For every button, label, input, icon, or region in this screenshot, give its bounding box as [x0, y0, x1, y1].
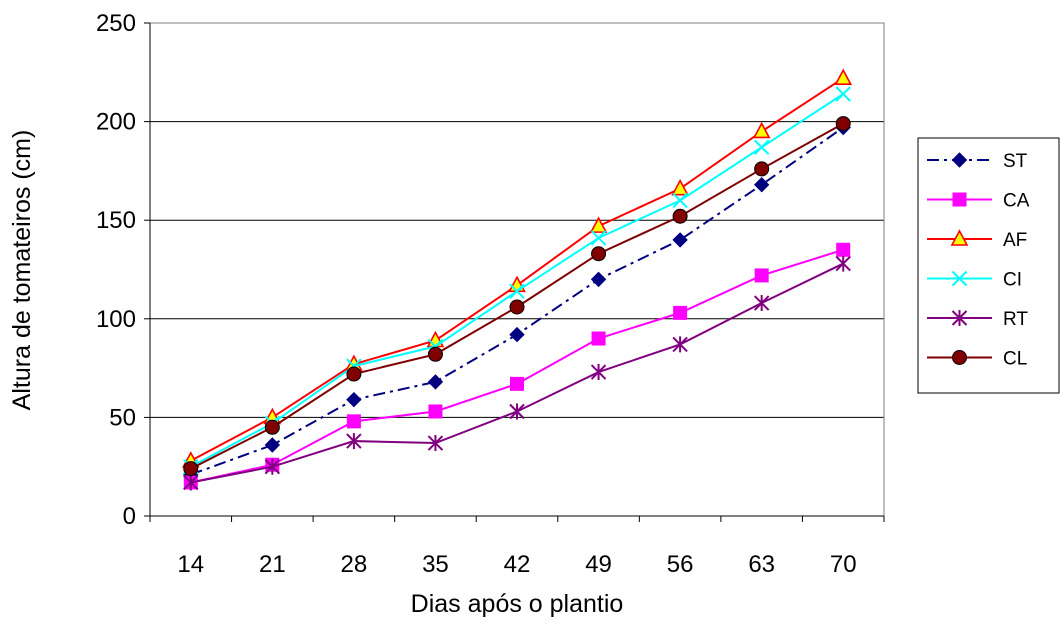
- data-point: [509, 403, 525, 420]
- legend-marker: [951, 152, 968, 168]
- x-tick-label: 49: [585, 551, 612, 578]
- gridlines: [150, 121, 884, 418]
- data-point: [509, 326, 525, 343]
- legend-label: CL: [1003, 349, 1027, 370]
- series-line: [190, 262, 844, 484]
- legend-label: ST: [1003, 151, 1028, 172]
- axes: [149, 23, 884, 517]
- plot-area: [149, 22, 885, 517]
- data-point: [753, 139, 770, 155]
- legend-label: AF: [1003, 230, 1027, 251]
- data-point: [752, 121, 771, 139]
- series-rt: [183, 255, 851, 491]
- data-point: [834, 68, 853, 86]
- data-point: [753, 295, 770, 312]
- data-point: [346, 391, 362, 408]
- data-point: [835, 86, 851, 102]
- x-tick-label: 14: [177, 551, 204, 578]
- legend-label: CA: [1003, 191, 1030, 212]
- data-point: [590, 364, 607, 381]
- legend-marker: [950, 229, 969, 246]
- legend-label: RT: [1003, 309, 1028, 330]
- data-point: [346, 433, 362, 450]
- x-tick-label: 70: [830, 551, 857, 578]
- data-point: [427, 435, 444, 452]
- data-point: [672, 232, 688, 248]
- legend-marker: [951, 270, 968, 287]
- legend-item-cl: CL: [927, 349, 1027, 370]
- data-point: [591, 331, 606, 346]
- data-point: [672, 208, 688, 224]
- x-tick-label: 56: [667, 551, 694, 578]
- y-tick-label: 250: [96, 10, 136, 37]
- data-point: [672, 336, 688, 353]
- x-axis-title: Dias após o plantio: [411, 590, 624, 618]
- data-point: [426, 330, 445, 348]
- data-point: [427, 374, 444, 390]
- legend-item-ca: CA: [927, 191, 1030, 212]
- legend-marker: [951, 310, 968, 326]
- x-tick-label: 42: [504, 551, 531, 578]
- legend-marker: [952, 192, 967, 207]
- legend-item-ci: CI: [927, 270, 1022, 291]
- y-tick-label: 50: [109, 404, 136, 431]
- legend-item-af: AF: [927, 229, 1027, 251]
- data-point: [264, 458, 281, 475]
- x-tick-label: 63: [748, 551, 775, 578]
- series: [181, 68, 853, 491]
- data-point: [671, 178, 689, 196]
- legend-box: [917, 137, 1060, 394]
- legend-marker: [952, 350, 967, 365]
- x-tick-label: 28: [341, 551, 368, 578]
- data-point: [590, 230, 607, 246]
- legend-item-st: ST: [927, 151, 1028, 172]
- data-point: [427, 346, 443, 362]
- data-point: [428, 404, 443, 419]
- data-point: [509, 283, 525, 299]
- data-point: [590, 271, 607, 288]
- legend-items: ST CA AF CI RT CL: [927, 151, 1030, 370]
- y-tick-label: 150: [96, 207, 136, 234]
- data-point: [754, 268, 769, 283]
- data-point: [673, 305, 688, 320]
- legend-label: CI: [1003, 270, 1022, 291]
- data-point: [346, 366, 362, 382]
- data-point: [509, 299, 525, 315]
- y-tick-label: 0: [123, 503, 136, 530]
- data-point: [510, 376, 524, 391]
- data-point: [264, 437, 281, 453]
- data-point: [183, 461, 199, 477]
- series-line: [190, 77, 844, 462]
- series-ca: [183, 242, 851, 490]
- data-point: [835, 255, 851, 272]
- y-axis-title: Altura de tomateiros (cm): [8, 130, 36, 411]
- legend-item-rt: RT: [927, 309, 1028, 330]
- data-point: [508, 275, 526, 293]
- x-tick-label: 35: [422, 551, 449, 578]
- y-tick-label: 200: [96, 109, 136, 136]
- y-tick-label: 100: [96, 306, 136, 333]
- series-cl: [183, 116, 851, 477]
- data-point: [264, 419, 280, 435]
- data-point: [183, 474, 199, 491]
- data-point: [591, 246, 607, 262]
- legend: ST CA AF CI RT CL: [917, 137, 1060, 394]
- x-tick-label: 21: [259, 551, 286, 578]
- data-point: [835, 116, 851, 132]
- data-point: [754, 161, 770, 177]
- data-point: [589, 216, 608, 233]
- data-point: [672, 192, 688, 209]
- data-point: [836, 242, 851, 257]
- data-point: [346, 414, 361, 429]
- data-point: [753, 176, 770, 193]
- ticks: 0 50 100 150 200 250 14 21 28 35 42 49 56 63 70: [96, 10, 885, 578]
